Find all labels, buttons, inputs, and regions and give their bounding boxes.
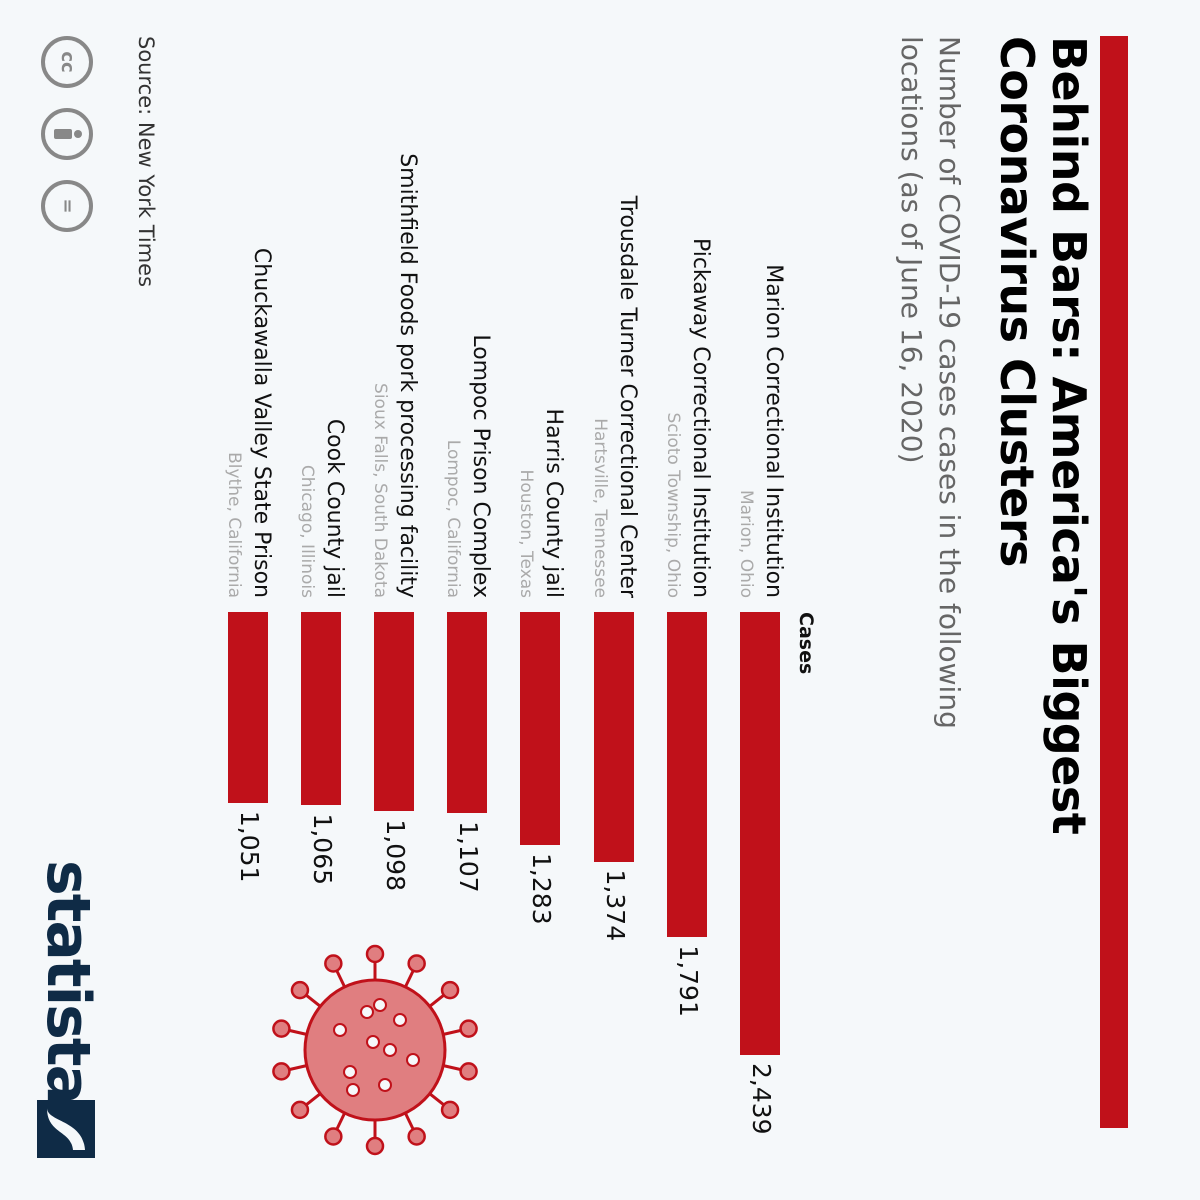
virus-icon (260, 935, 490, 1165)
no-derivatives-icon: = (41, 180, 93, 232)
location-label: Hartsville, Tennessee (589, 418, 610, 598)
category-label: Trousdale Turner Correctional Center (614, 195, 640, 598)
bar (447, 612, 488, 814)
bar (666, 612, 707, 938)
value-label: 1,098 (381, 819, 410, 891)
bar (374, 612, 414, 812)
bar (227, 612, 268, 803)
statista-logo[interactable]: statista (33, 860, 103, 1104)
column-header: Cases (795, 612, 817, 675)
bar (520, 612, 561, 846)
category-label: Smithfield Foods pork processing facilit… (395, 153, 420, 598)
value-label: 2,439 (747, 1063, 776, 1135)
value-label: 1,107 (454, 821, 484, 893)
value-label: 1,283 (527, 853, 557, 925)
category-label: Cook County jail (321, 418, 347, 598)
attribution-icon (41, 108, 93, 160)
category-label: Chuckawalla Valley State Prison (248, 247, 274, 598)
source-note: Source: New York Times (134, 36, 158, 288)
location-label: Sioux Falls, South Dakota (370, 383, 390, 598)
value-label: 1,065 (307, 813, 337, 886)
statista-logo-mark (37, 1100, 95, 1158)
category-label: Pickaway Correctional Institution (687, 237, 713, 598)
category-label: Harris County jail (541, 408, 567, 598)
bar (593, 612, 634, 862)
location-label: Lompoc, California (443, 439, 464, 598)
bar (300, 612, 341, 806)
value-label: 1,374 (600, 869, 630, 942)
category-label: Lompoc Prison Complex (468, 334, 494, 598)
cc-icon: cc (41, 36, 93, 88)
location-label: Marion, Ohio (736, 489, 756, 598)
category-label: Marion Correctional Institution (761, 264, 786, 598)
location-label: Chicago, Illinois (296, 464, 317, 598)
location-label: Blythe, California (223, 452, 244, 598)
value-label: 1,791 (673, 945, 703, 1017)
location-label: Houston, Texas (516, 469, 537, 598)
location-label: Scioto Township, Ohio (662, 412, 683, 598)
bar (740, 612, 780, 1055)
value-label: 1,051 (234, 810, 264, 883)
